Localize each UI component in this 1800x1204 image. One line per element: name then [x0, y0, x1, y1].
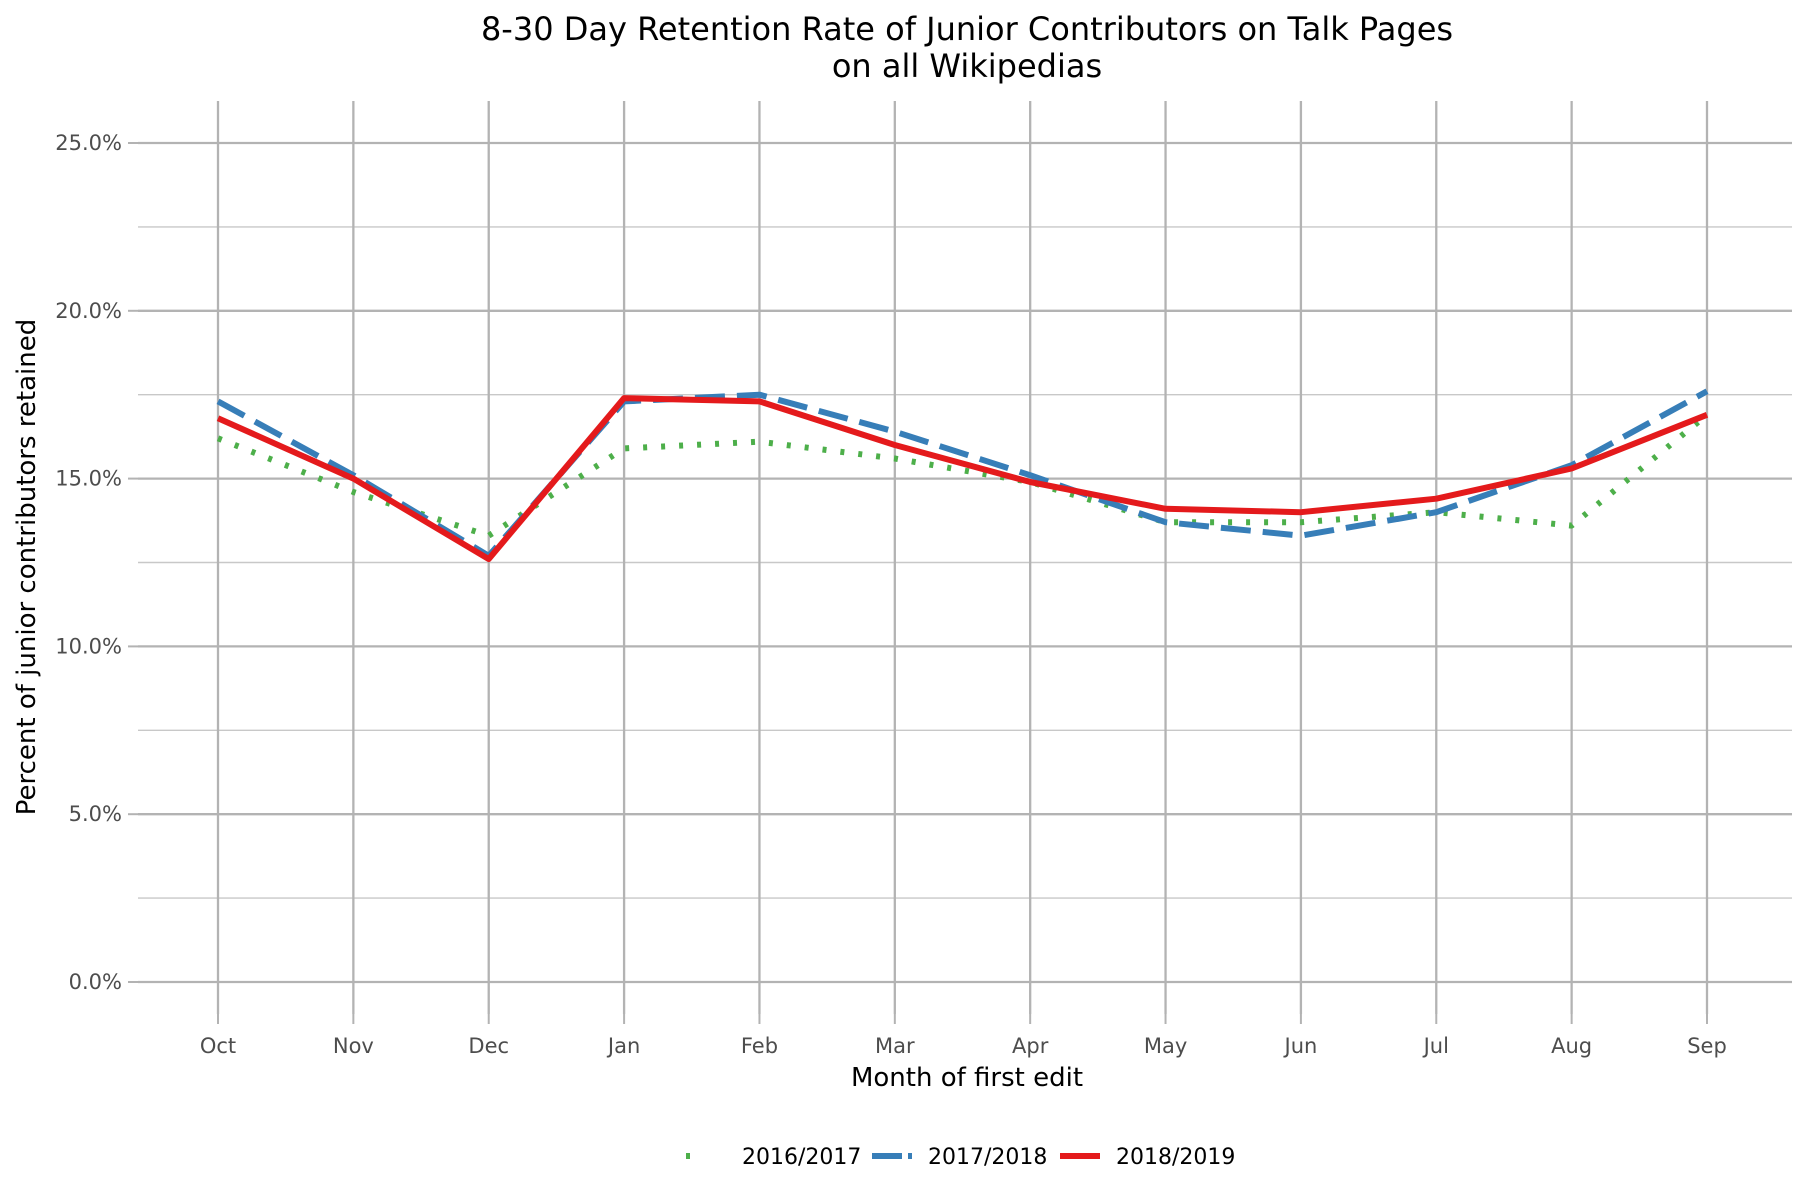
y-axis-title: Percent of junior contributors retained [12, 319, 42, 816]
y-tick-label: 5.0% [69, 802, 122, 826]
series-line-2018-2019 [216, 395, 1709, 563]
legend-label: 2017/2018 [928, 1145, 1047, 1170]
y-tick-label: 10.0% [55, 634, 122, 658]
chart-title: 8-30 Day Retention Rate of Junior Contri… [481, 10, 1453, 48]
y-axis-ticks: 0.0% 5.0% 10.0% 15.0% 20.0% 25.0% [55, 131, 138, 994]
y-tick-label: 20.0% [55, 299, 122, 323]
y-tick-label: 15.0% [55, 467, 122, 491]
x-tick-label: Mar [875, 1034, 915, 1058]
x-tick-label: Feb [741, 1034, 778, 1058]
data-series [216, 388, 1709, 563]
x-tick-label: May [1144, 1034, 1187, 1058]
x-tick-label: Oct [200, 1034, 236, 1058]
y-tick-label: 25.0% [55, 131, 122, 155]
y-tick-label: 0.0% [69, 970, 122, 994]
x-axis-title: Month of first edit [851, 1063, 1083, 1093]
x-tick-label: Jan [606, 1034, 640, 1058]
x-tick-label: Jun [1283, 1034, 1318, 1058]
series-line-2017-2018 [216, 388, 1709, 559]
series-line-2016-2017 [216, 412, 1709, 539]
x-tick-label: Dec [468, 1034, 509, 1058]
x-tick-label: Apr [1012, 1034, 1049, 1058]
x-tick-label: Nov [333, 1034, 374, 1058]
x-axis-ticks: Oct Nov Dec Jan Feb Mar Apr May Jun Jul Aug Sep [200, 1014, 1727, 1058]
grid [138, 101, 1792, 1014]
legend-label: 2016/2017 [742, 1145, 861, 1170]
x-tick-label: Jul [1422, 1034, 1449, 1058]
chart-subtitle: on all Wikipedias [832, 47, 1102, 85]
legend: 2016/2017 2017/2018 2018/2019 [686, 1145, 1235, 1170]
x-tick-label: Sep [1687, 1034, 1727, 1058]
x-tick-label: Aug [1551, 1034, 1592, 1058]
legend-label: 2018/2019 [1116, 1145, 1235, 1170]
